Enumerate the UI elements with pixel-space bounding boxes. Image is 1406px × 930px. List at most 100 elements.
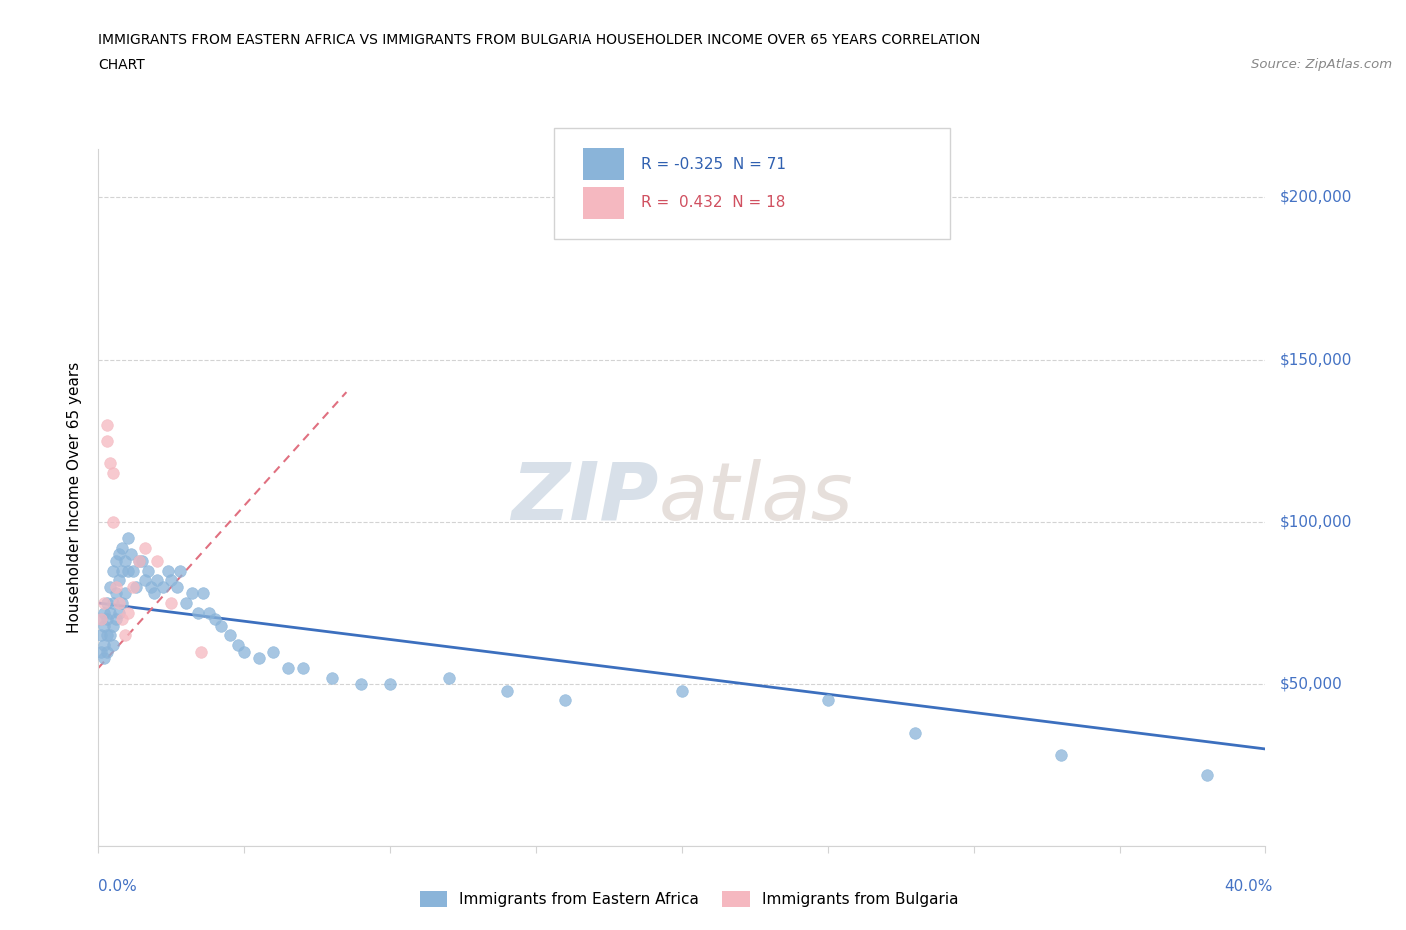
- Point: [117, 531, 139, 546]
- Point: [233, 644, 256, 659]
- Point: [93, 618, 115, 633]
- Point: [93, 651, 115, 666]
- Point: [350, 677, 373, 692]
- Point: [193, 586, 215, 601]
- Point: [146, 573, 169, 588]
- Point: [96, 644, 118, 659]
- Text: Source: ZipAtlas.com: Source: ZipAtlas.com: [1251, 58, 1392, 71]
- Point: [101, 638, 124, 653]
- Point: [142, 586, 165, 601]
- Text: CHART: CHART: [98, 58, 145, 72]
- Point: [98, 456, 121, 471]
- Point: [90, 644, 112, 659]
- FancyBboxPatch shape: [582, 149, 623, 180]
- Point: [817, 693, 839, 708]
- Point: [117, 563, 139, 578]
- Point: [96, 628, 118, 643]
- Point: [120, 547, 142, 562]
- Point: [277, 660, 299, 675]
- Point: [104, 612, 127, 627]
- Point: [104, 586, 127, 601]
- Legend: Immigrants from Eastern Africa, Immigrants from Bulgaria: Immigrants from Eastern Africa, Immigran…: [413, 884, 965, 913]
- Point: [904, 725, 927, 740]
- Point: [671, 684, 693, 698]
- Point: [190, 644, 212, 659]
- Point: [174, 595, 197, 610]
- Point: [122, 579, 145, 594]
- Point: [169, 563, 191, 578]
- Point: [96, 595, 118, 610]
- Point: [134, 573, 156, 588]
- Text: 40.0%: 40.0%: [1225, 879, 1272, 894]
- Point: [198, 605, 221, 620]
- Point: [166, 579, 188, 594]
- Point: [437, 671, 460, 685]
- Point: [101, 466, 124, 481]
- Point: [114, 628, 136, 643]
- Point: [160, 573, 183, 588]
- Point: [1195, 767, 1218, 782]
- Point: [131, 553, 153, 568]
- Point: [152, 579, 174, 594]
- Point: [495, 684, 517, 698]
- Text: $200,000: $200,000: [1279, 190, 1351, 205]
- Point: [108, 573, 131, 588]
- Text: ZIP: ZIP: [512, 458, 658, 537]
- Point: [90, 628, 112, 643]
- Point: [111, 595, 134, 610]
- Point: [146, 553, 169, 568]
- Text: $150,000: $150,000: [1279, 352, 1351, 367]
- Point: [228, 638, 250, 653]
- Point: [209, 618, 232, 633]
- Point: [157, 563, 180, 578]
- Point: [122, 563, 145, 578]
- Point: [96, 612, 118, 627]
- Point: [321, 671, 343, 685]
- Point: [90, 612, 112, 627]
- Point: [128, 553, 150, 568]
- Point: [93, 595, 115, 610]
- Point: [98, 605, 121, 620]
- Y-axis label: Householder Income Over 65 years: Householder Income Over 65 years: [67, 362, 83, 633]
- Point: [134, 540, 156, 555]
- Point: [114, 586, 136, 601]
- Point: [128, 553, 150, 568]
- Point: [262, 644, 284, 659]
- Point: [108, 605, 131, 620]
- Text: R = -0.325  N = 71: R = -0.325 N = 71: [641, 157, 786, 172]
- Point: [111, 563, 134, 578]
- Point: [180, 586, 202, 601]
- Point: [101, 563, 124, 578]
- Point: [90, 612, 112, 627]
- Point: [104, 553, 127, 568]
- Point: [187, 605, 209, 620]
- Point: [96, 418, 118, 432]
- Point: [93, 605, 115, 620]
- Point: [104, 579, 127, 594]
- Point: [114, 553, 136, 568]
- Point: [160, 595, 183, 610]
- Point: [136, 563, 159, 578]
- Point: [108, 547, 131, 562]
- Text: atlas: atlas: [658, 458, 853, 537]
- Point: [291, 660, 314, 675]
- Point: [218, 628, 240, 643]
- Point: [111, 540, 134, 555]
- Point: [108, 595, 131, 610]
- Point: [101, 514, 124, 529]
- Point: [101, 618, 124, 633]
- Text: IMMIGRANTS FROM EASTERN AFRICA VS IMMIGRANTS FROM BULGARIA HOUSEHOLDER INCOME OV: IMMIGRANTS FROM EASTERN AFRICA VS IMMIGR…: [98, 33, 981, 46]
- Point: [247, 651, 270, 666]
- Text: $50,000: $50,000: [1279, 677, 1343, 692]
- Text: $100,000: $100,000: [1279, 514, 1351, 529]
- Point: [378, 677, 402, 692]
- Point: [1050, 748, 1073, 763]
- Text: 0.0%: 0.0%: [98, 879, 138, 894]
- Point: [125, 579, 148, 594]
- Point: [98, 579, 121, 594]
- Point: [554, 693, 576, 708]
- FancyBboxPatch shape: [582, 187, 623, 219]
- Point: [96, 433, 118, 448]
- Point: [117, 605, 139, 620]
- Text: R =  0.432  N = 18: R = 0.432 N = 18: [641, 195, 786, 210]
